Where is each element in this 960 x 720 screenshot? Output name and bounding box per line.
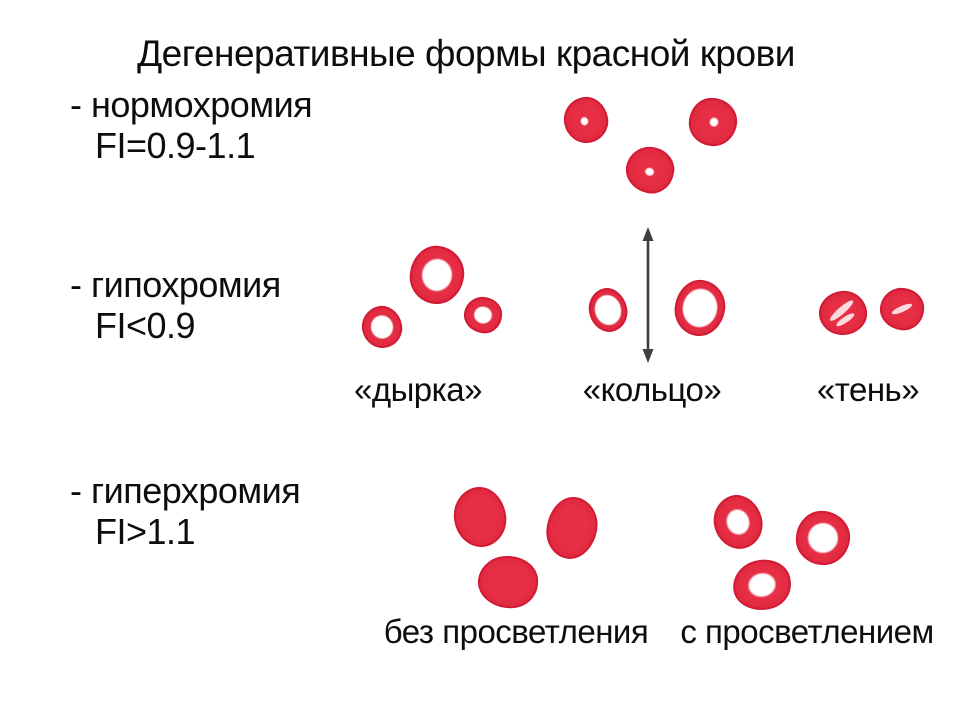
term-normochromia-fi: FI=0.9-1.1 — [95, 125, 256, 166]
red-blood-cell — [729, 555, 795, 615]
label-dyrka: «дырка» — [353, 371, 483, 408]
with-clearing-cells — [705, 489, 855, 615]
red-blood-cell — [816, 288, 870, 338]
koltso-cells — [584, 276, 730, 345]
term-hypochromia-fi: FI<0.9 — [95, 305, 196, 346]
red-blood-cell — [461, 293, 505, 337]
term-hyperchromia-name: - гиперхромия — [70, 470, 301, 511]
red-blood-cell — [476, 553, 540, 611]
term-hypochromia-name: - гипохромия — [70, 264, 281, 305]
red-blood-cell — [707, 489, 769, 555]
red-blood-cell — [406, 242, 468, 308]
pallor-streak — [890, 302, 913, 317]
label-koltso: «кольцо» — [582, 371, 722, 408]
red-blood-cell — [793, 508, 853, 568]
red-blood-cell — [358, 302, 406, 352]
term-hypochromia: - гипохромия FI<0.9 — [70, 264, 281, 346]
red-blood-cell — [877, 285, 927, 333]
red-blood-cell — [541, 492, 603, 564]
red-blood-cell — [584, 284, 632, 336]
normochromia-cells — [560, 93, 745, 200]
red-blood-cell — [560, 93, 612, 147]
dyrka-cells — [355, 240, 510, 355]
term-hyperchromia: - гиперхромия FI>1.1 — [70, 470, 301, 552]
label-no-clearing: без просветления — [383, 613, 649, 650]
no-clearing-cells — [450, 483, 603, 611]
red-blood-cell — [686, 95, 740, 149]
term-hyperchromia-fi: FI>1.1 — [95, 511, 196, 552]
term-normochromia: - нормохромия FI=0.9-1.1 — [70, 84, 313, 166]
term-normochromia-name: - нормохромия — [70, 84, 313, 125]
red-blood-cell — [621, 141, 679, 199]
ten-cells — [815, 285, 930, 345]
page-title: Дегенеративные формы красной крови — [137, 33, 795, 74]
red-blood-cell — [670, 276, 730, 340]
red-blood-cell — [450, 483, 510, 551]
label-ten: «тень» — [816, 371, 920, 408]
vertical-double-arrow-icon — [642, 227, 654, 363]
label-with-clearing: с просветлением — [680, 613, 934, 650]
